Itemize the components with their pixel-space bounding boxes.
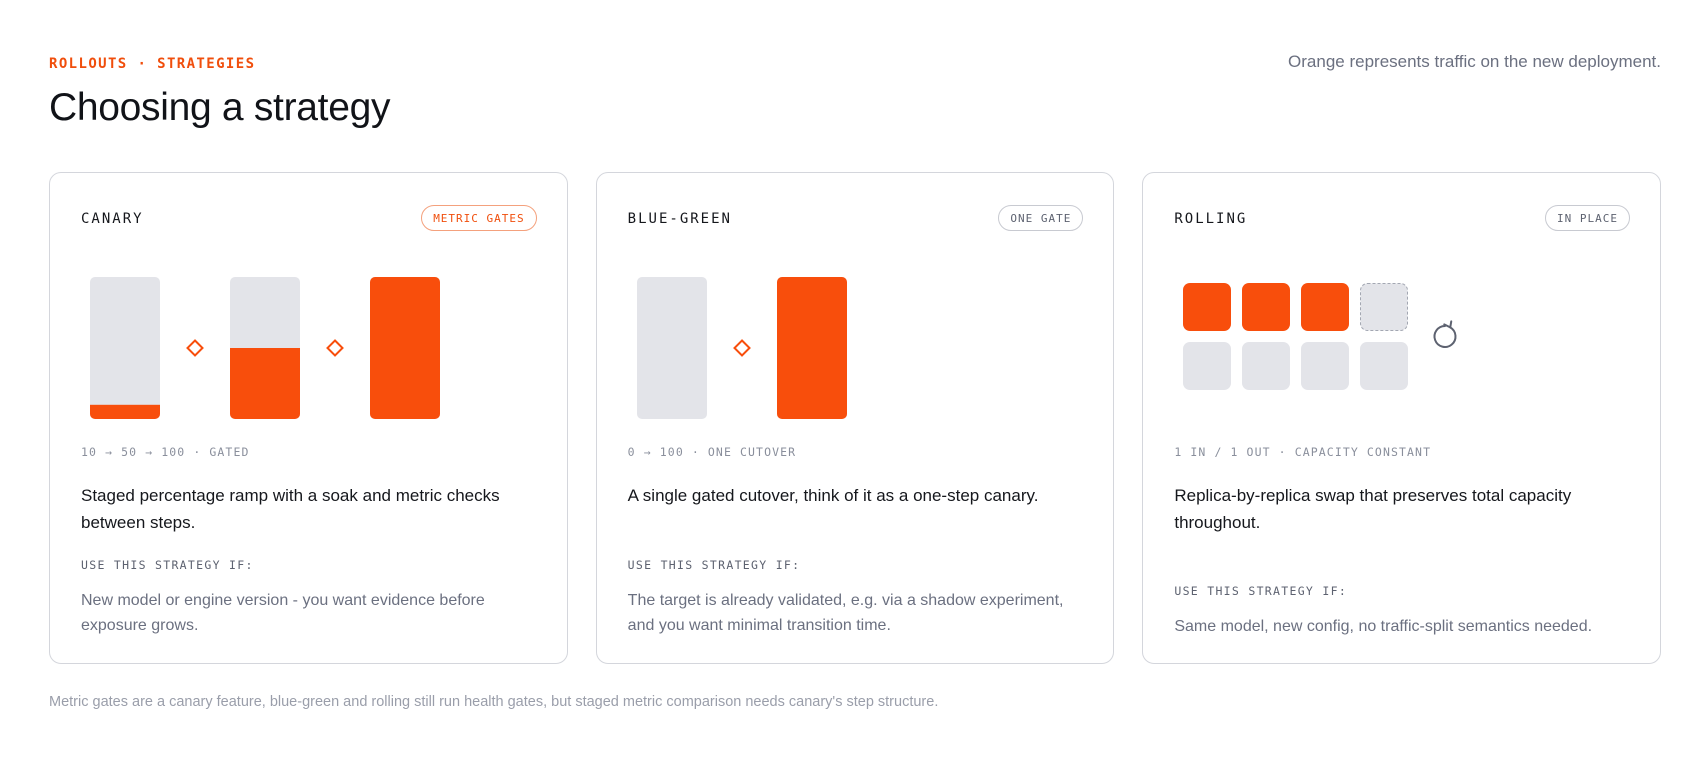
use-text: Same model, new config, no traffic-split… (1174, 618, 1593, 635)
legend-note: Orange represents traffic on the new dep… (1288, 52, 1661, 71)
use-label: USE THIS STRATEGY IF: (81, 558, 254, 572)
rolling-diagram-svg (1183, 283, 1457, 390)
traffic-bar (90, 277, 160, 419)
replica-old (1360, 342, 1409, 390)
diamond-gate-icon (186, 339, 204, 357)
replica-old (1183, 342, 1232, 390)
new-traffic-fill (776, 277, 847, 419)
traffic-bar (230, 277, 300, 419)
card-blue-green: BLUE-GREEN ONE GATE 0 → 100 · ONE CUTOVE… (595, 172, 1115, 664)
replica-new (1183, 283, 1232, 331)
card-badge: IN PLACE (1545, 205, 1631, 231)
card-caption: 1 IN / 1 OUT · CAPACITY CONSTANT (1174, 445, 1432, 459)
card-title: CANARY (81, 211, 144, 227)
new-traffic-fill (90, 404, 160, 419)
blue-green-diagram (628, 275, 1088, 421)
card-badge: ONE GATE (998, 205, 1084, 231)
rolling-diagram (1174, 275, 1634, 421)
new-traffic-fill (230, 348, 300, 419)
replica-pending (1360, 283, 1409, 331)
replica-new (1242, 283, 1291, 331)
card-badge: METRIC GATES (421, 205, 537, 231)
replica-new (1301, 283, 1350, 331)
card-canary: CANARY METRIC GATES 10 → 50 → 100 · GATE… (49, 172, 568, 664)
diamond-gate-icon (326, 339, 344, 357)
footnote: Metric gates are a canary feature, blue-… (49, 694, 939, 710)
replica-old (1242, 342, 1291, 390)
traffic-bar (370, 277, 440, 419)
canary-diagram (81, 275, 541, 421)
replica-old (1301, 342, 1350, 390)
use-text: The target is already validated, e.g. vi… (627, 592, 1064, 634)
traffic-bar (776, 277, 847, 419)
blue-green-diagram-svg (636, 277, 847, 419)
old-traffic-fill (636, 277, 707, 419)
use-text: New model or engine version - you want e… (81, 592, 485, 634)
card-rolling: ROLLING IN PLACE 1 IN / 1 OUT · CAPACITY… (1142, 172, 1662, 664)
card-title: BLUE-GREEN (627, 211, 732, 227)
use-label: USE THIS STRATEGY IF: (1174, 584, 1348, 598)
card-caption: 0 → 100 · ONE CUTOVER (627, 445, 797, 459)
card-caption: 10 → 50 → 100 · GATED (81, 445, 250, 459)
strategy-cards: CANARY METRIC GATES 10 → 50 → 100 · GATE… (49, 172, 1662, 664)
page-title: Choosing a strategy (49, 86, 391, 129)
card-description: A single gated cutover, think of it as a… (627, 486, 1039, 505)
card-description: Replica-by-replica swap that preserves t… (1174, 486, 1572, 532)
traffic-bar (636, 277, 707, 419)
card-title: ROLLING (1174, 211, 1248, 227)
card-description: Staged percentage ramp with a soak and m… (81, 486, 500, 532)
new-traffic-fill (370, 277, 440, 419)
breadcrumb-eyebrow: ROLLOUTS · STRATEGIES (49, 56, 256, 72)
refresh-arc (1433, 325, 1457, 348)
use-label: USE THIS STRATEGY IF: (627, 558, 801, 572)
refresh-icon (1433, 320, 1457, 348)
canary-diagram-svg (90, 277, 440, 419)
refresh-arrowhead (1443, 320, 1453, 329)
old-traffic-fill (90, 277, 160, 419)
diamond-gate-icon (732, 339, 751, 357)
